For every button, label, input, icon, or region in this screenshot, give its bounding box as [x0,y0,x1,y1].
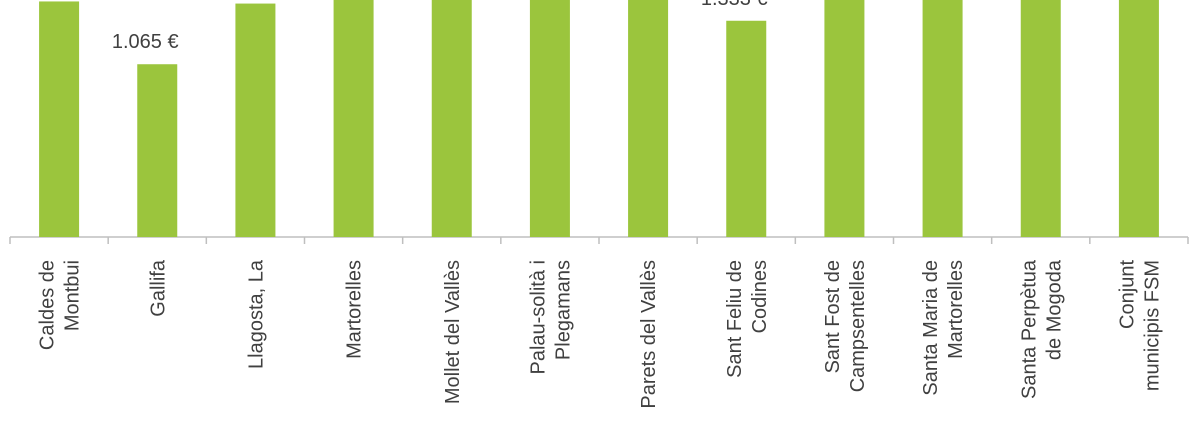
category-label-line: de Mogoda [1043,259,1065,360]
category-label-line: Santa Perpètua [1018,259,1040,399]
category-label-line: Llagosta, La [245,259,267,369]
category-label-line: Sant Feliu de [724,260,746,378]
category-label: Gallifa [147,259,169,317]
data-label: 1.065 € [112,31,179,53]
category-label-line: municipis FSM [1141,260,1163,391]
category-label-line: Martorelles [344,260,366,359]
category-label-line: Campsentelles [847,260,869,392]
category-label: Santa Maria de Martorelles [920,260,967,396]
category-label-line: Caldes de [37,260,59,350]
category-label: Martorelles [344,260,366,359]
bar [628,0,669,237]
category-label-line: Palau-solità i [527,260,549,375]
bar [431,0,472,238]
bar [333,0,374,238]
category-label-line: Santa Maria de [920,260,942,396]
category-label-line: Montbui [62,260,84,331]
category-label: Mollet del Vallès [442,260,464,404]
bar [39,1,80,237]
category-label-line: Sant Fost de [822,260,844,373]
data-label: 1.333 € [701,0,768,10]
category-label: Parets del Vallès [638,260,660,409]
category-label: Palau-solità i Plegamans [527,260,574,375]
category-label: Sant Feliu de Codines [724,260,771,378]
category-label-line: Codines [749,260,771,333]
category-label: Conjunt municipis FSM [1116,260,1163,392]
category-label: Santa Perpètua de Mogoda [1018,259,1065,399]
category-label-line: Parets del Vallès [638,260,660,409]
category-label-line: Plegamans [552,260,574,360]
category-label-line: Martorelles [945,260,967,359]
category-label: Sant Fost de Campsentelles [822,260,869,392]
category-label: Caldes de Montbui [37,260,84,350]
bar [137,64,178,237]
bar [529,0,570,237]
category-label: Llagosta, La [245,259,267,369]
bar [726,20,767,237]
bar [824,0,865,238]
bar [922,0,963,238]
category-label-line: Conjunt [1116,260,1138,329]
category-label-line: Mollet del Vallès [442,260,464,404]
category-label-line: Gallifa [147,259,169,317]
bar [1020,0,1061,238]
bar [235,3,276,237]
bar [1118,0,1159,237]
